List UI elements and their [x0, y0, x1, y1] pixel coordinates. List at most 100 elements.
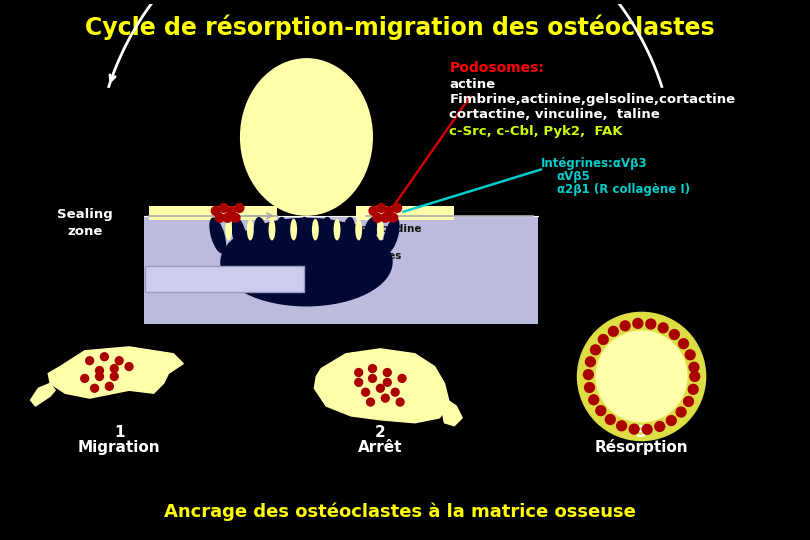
Text: 2: 2: [375, 425, 386, 440]
Circle shape: [96, 367, 104, 374]
Circle shape: [585, 382, 595, 393]
Text: 1: 1: [114, 425, 125, 440]
Circle shape: [211, 206, 220, 215]
Ellipse shape: [276, 217, 290, 254]
Circle shape: [596, 406, 606, 416]
Circle shape: [215, 213, 224, 222]
Ellipse shape: [232, 217, 247, 254]
Circle shape: [369, 374, 377, 382]
Circle shape: [684, 396, 693, 407]
Text: c-Src, c-Cbl, Pyk2,  FAK: c-Src, c-Cbl, Pyk2, FAK: [450, 125, 623, 138]
Ellipse shape: [247, 219, 254, 240]
Circle shape: [599, 335, 608, 345]
Circle shape: [596, 331, 687, 422]
Text: actine: actine: [450, 78, 496, 91]
Circle shape: [227, 206, 236, 215]
Ellipse shape: [225, 219, 232, 240]
Circle shape: [355, 369, 363, 376]
Ellipse shape: [220, 218, 393, 307]
Circle shape: [685, 350, 695, 360]
Text: Ancrage des ostéoclastes à la matrice osseuse: Ancrage des ostéoclastes à la matrice os…: [164, 502, 636, 521]
Circle shape: [100, 353, 109, 361]
Circle shape: [115, 357, 123, 364]
FancyBboxPatch shape: [356, 206, 454, 220]
Polygon shape: [49, 347, 183, 398]
Circle shape: [688, 384, 698, 394]
Text: Intégrines:αVβ3: Intégrines:αVβ3: [541, 157, 648, 170]
Ellipse shape: [240, 58, 373, 216]
Circle shape: [679, 339, 688, 349]
Circle shape: [690, 372, 700, 381]
Text: αVβ5: αVβ5: [556, 170, 590, 183]
Ellipse shape: [377, 219, 384, 240]
Circle shape: [224, 213, 232, 222]
Circle shape: [399, 374, 406, 382]
Polygon shape: [31, 383, 55, 406]
Circle shape: [369, 364, 377, 373]
Text: Arrêt: Arrêt: [358, 440, 403, 455]
Ellipse shape: [340, 217, 355, 254]
Circle shape: [96, 373, 104, 380]
Circle shape: [642, 424, 652, 434]
Circle shape: [81, 374, 88, 382]
Circle shape: [367, 398, 374, 406]
Circle shape: [105, 382, 113, 390]
Text: cortactine, vinculine,  taline: cortactine, vinculine, taline: [450, 108, 660, 121]
Circle shape: [373, 213, 382, 222]
Circle shape: [633, 319, 643, 328]
Ellipse shape: [319, 217, 333, 254]
Circle shape: [590, 345, 600, 355]
Text: Podosomes:: Podosomes:: [450, 61, 544, 75]
Circle shape: [676, 407, 686, 417]
Ellipse shape: [312, 219, 319, 240]
Text: Sealing
zone: Sealing zone: [57, 208, 113, 238]
Circle shape: [616, 421, 627, 431]
Text: Thrombospondine: Thrombospondine: [317, 224, 423, 234]
Ellipse shape: [269, 219, 275, 240]
Circle shape: [382, 394, 390, 402]
Circle shape: [620, 321, 630, 331]
Ellipse shape: [334, 219, 340, 240]
Text: Cycle de résorption-migration des ostéoclastes: Cycle de résorption-migration des ostéoc…: [85, 15, 715, 40]
Circle shape: [235, 204, 244, 212]
Text: Collagène I: Collagène I: [317, 265, 382, 275]
Circle shape: [586, 357, 595, 367]
Text: Sialoproteïnes: Sialoproteïnes: [317, 251, 402, 261]
Circle shape: [385, 206, 394, 215]
Circle shape: [110, 373, 118, 380]
Ellipse shape: [209, 218, 226, 254]
Text: Résorption: Résorption: [595, 440, 688, 455]
Circle shape: [393, 204, 402, 212]
Ellipse shape: [290, 219, 297, 240]
Circle shape: [608, 326, 618, 336]
Bar: [144, 216, 538, 324]
Circle shape: [381, 213, 390, 222]
Circle shape: [125, 363, 133, 370]
Ellipse shape: [254, 217, 268, 254]
Circle shape: [589, 395, 599, 404]
Ellipse shape: [383, 218, 399, 254]
Circle shape: [646, 319, 656, 329]
Text: Fimbrine,actinine,gelsoline,cortactine: Fimbrine,actinine,gelsoline,cortactine: [450, 93, 735, 106]
FancyBboxPatch shape: [145, 266, 305, 292]
Text: Ostéopontine: Ostéopontine: [317, 237, 396, 248]
Polygon shape: [314, 349, 450, 423]
Circle shape: [689, 362, 699, 372]
Text: Migration: Migration: [78, 440, 160, 455]
Ellipse shape: [297, 217, 311, 254]
Circle shape: [220, 204, 228, 212]
Circle shape: [231, 213, 240, 222]
FancyBboxPatch shape: [149, 206, 277, 220]
Ellipse shape: [362, 217, 377, 254]
Circle shape: [669, 329, 680, 340]
Circle shape: [605, 415, 616, 424]
Ellipse shape: [356, 219, 362, 240]
Circle shape: [110, 364, 118, 373]
Circle shape: [383, 369, 391, 376]
Circle shape: [355, 379, 363, 386]
Circle shape: [86, 357, 94, 364]
Circle shape: [667, 416, 676, 426]
Circle shape: [578, 312, 706, 441]
Circle shape: [377, 384, 384, 392]
Circle shape: [389, 213, 398, 222]
